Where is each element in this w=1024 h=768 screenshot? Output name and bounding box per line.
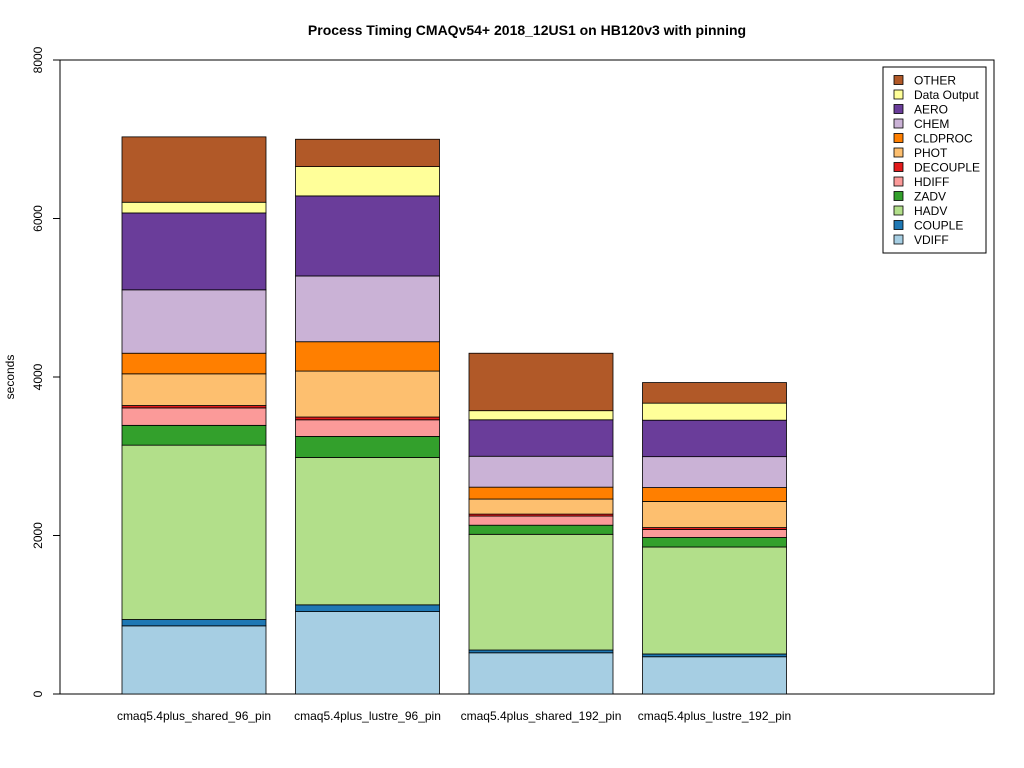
bar-segment-vdiff — [295, 611, 440, 695]
bar-segment-zadv — [468, 524, 614, 535]
bar-segment-data-output — [295, 166, 440, 197]
bar-segment-phot — [295, 370, 440, 418]
legend-entry: AERO — [914, 103, 948, 117]
bar-segment-hdiff — [295, 419, 440, 437]
bar-segment-cldproc — [295, 341, 440, 372]
legend-swatch — [893, 162, 904, 172]
x-tick-label: cmaq5.4plus_lustre_96_pin — [294, 709, 441, 723]
bar-segment-hadv — [121, 444, 267, 620]
bar-segment-chem — [295, 275, 440, 343]
y-tick-label: 2000 — [31, 522, 45, 549]
legend-swatch — [893, 205, 904, 216]
legend-swatch — [893, 220, 904, 230]
legend-entry: ZADV — [914, 190, 946, 204]
chart-title: Process Timing CMAQv54+ 2018_12US1 on HB… — [308, 22, 746, 38]
bar-segment-phot — [642, 501, 787, 528]
bar-segment-cldproc — [468, 486, 614, 500]
legend-swatch — [893, 75, 904, 85]
bar-segment-couple — [468, 649, 614, 654]
x-tick-label: cmaq5.4plus_shared_192_pin — [461, 709, 622, 723]
legend-entry: CLDPROC — [914, 132, 973, 146]
legend-swatch — [893, 176, 904, 187]
y-tick-label: 4000 — [31, 363, 45, 390]
bar-segment-data-output — [642, 402, 787, 421]
bar-segment-hdiff — [642, 529, 787, 538]
bar-segment-zadv — [121, 424, 267, 446]
bar-segment-vdiff — [121, 625, 267, 695]
bar-stack — [121, 136, 267, 695]
bar-segment-cldproc — [121, 352, 267, 375]
x-axis-labels: cmaq5.4plus_shared_96_pin cmaq5.4plus_lus… — [117, 709, 791, 723]
bar-segment-data-output — [468, 410, 614, 421]
bar-segment-vdiff — [642, 656, 787, 695]
y-axis-label: seconds — [3, 355, 17, 400]
bar-segment-hadv — [295, 457, 440, 606]
legend-entry: VDIFF — [914, 233, 949, 247]
bar-segment-decouple — [295, 416, 440, 421]
bar-segment-other — [295, 138, 440, 167]
x-tick-label: cmaq5.4plus_lustre_192_pin — [638, 709, 791, 723]
bar-segment-cldproc — [642, 487, 787, 502]
bars — [121, 136, 787, 695]
bar-segment-data-output — [121, 201, 267, 214]
legend-entry: CHEM — [914, 117, 949, 131]
bar-segment-aero — [642, 419, 787, 458]
legend-swatch — [893, 118, 904, 129]
y-axis: 0 2000 4000 6000 8000 — [31, 46, 61, 697]
bar-segment-aero — [295, 195, 440, 277]
bar-segment-chem — [121, 289, 267, 354]
y-tick-label: 8000 — [31, 46, 45, 73]
legend-entry: DECOUPLE — [914, 161, 980, 175]
bar-segment-chem — [642, 456, 787, 488]
bar-segment-aero — [468, 419, 614, 457]
bar-segment-other — [121, 136, 267, 203]
legend-entry: Data Output — [914, 88, 979, 102]
y-tick-label: 0 — [31, 690, 45, 697]
bar-segment-zadv — [642, 537, 787, 548]
bar-segment-phot — [468, 498, 614, 515]
bar-segment-zadv — [295, 436, 440, 458]
bar-stack — [295, 138, 440, 695]
legend-entry: COUPLE — [914, 219, 963, 233]
bar-segment-couple — [295, 604, 440, 612]
bar-segment-other — [468, 352, 614, 412]
legend-entry: HADV — [914, 204, 947, 218]
bar-segment-other — [642, 382, 787, 404]
legend-swatch — [893, 234, 904, 245]
legend-swatch — [893, 191, 904, 201]
legend-entry: PHOT — [914, 146, 948, 160]
bar-segment-hadv — [642, 546, 787, 655]
legend-entry: HDIFF — [914, 175, 949, 189]
legend-swatch — [893, 147, 904, 158]
bar-segment-hdiff — [121, 407, 267, 426]
bar-segment-chem — [468, 455, 614, 488]
bar-segment-couple — [642, 653, 787, 658]
bar-segment-hdiff — [468, 515, 614, 526]
bar-stack — [468, 352, 614, 695]
legend-entry: OTHER — [914, 74, 956, 88]
x-tick-label: cmaq5.4plus_shared_96_pin — [117, 709, 271, 723]
legend-swatch — [893, 104, 904, 114]
bar-segment-phot — [121, 373, 267, 406]
bar-stack — [642, 382, 787, 695]
bar-segment-hadv — [468, 533, 614, 651]
bar-segment-couple — [121, 619, 267, 627]
y-tick-label: 6000 — [31, 205, 45, 232]
bar-segment-vdiff — [468, 652, 614, 695]
legend-swatch — [893, 133, 904, 143]
legend-swatch — [893, 89, 904, 100]
bar-segment-aero — [121, 212, 267, 291]
